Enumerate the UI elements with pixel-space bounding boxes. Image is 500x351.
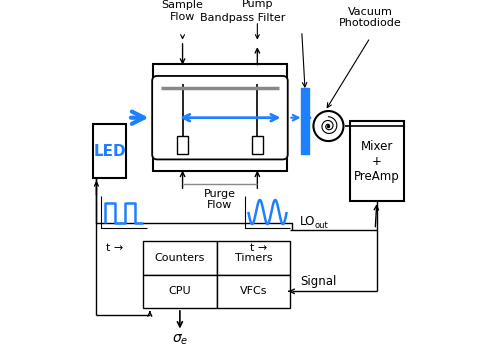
Bar [176, 136, 188, 154]
Text: LO: LO [300, 215, 316, 228]
Text: LED: LED [94, 144, 126, 159]
Text: Bandpass Filter: Bandpass Filter [200, 13, 285, 22]
Text: Pump: Pump [242, 0, 273, 9]
Bar [216, 274, 290, 308]
Text: Counters: Counters [154, 253, 205, 263]
Text: Signal: Signal [300, 275, 337, 288]
Bar [252, 136, 263, 154]
Text: Sample
Flow: Sample Flow [162, 0, 203, 22]
Text: Vacuum
Photodiode: Vacuum Photodiode [339, 7, 402, 28]
Bar [302, 88, 309, 154]
Text: t →: t → [250, 243, 267, 253]
Text: CPU: CPU [168, 286, 191, 296]
Text: $\sigma_e$: $\sigma_e$ [172, 333, 188, 347]
Text: Mixer
+
PreAmp: Mixer + PreAmp [354, 140, 400, 183]
Text: Purge
Flow: Purge Flow [204, 189, 236, 210]
Text: out: out [314, 220, 328, 230]
Bar [143, 274, 216, 308]
Text: t →: t → [106, 243, 124, 253]
Bar [153, 64, 286, 171]
Bar [216, 241, 290, 274]
FancyBboxPatch shape [152, 76, 288, 159]
Text: VFCs: VFCs [240, 286, 267, 296]
Bar [93, 124, 126, 178]
Text: Timers: Timers [234, 253, 272, 263]
Bar [350, 121, 404, 201]
Bar [143, 241, 216, 274]
Circle shape [314, 111, 344, 141]
